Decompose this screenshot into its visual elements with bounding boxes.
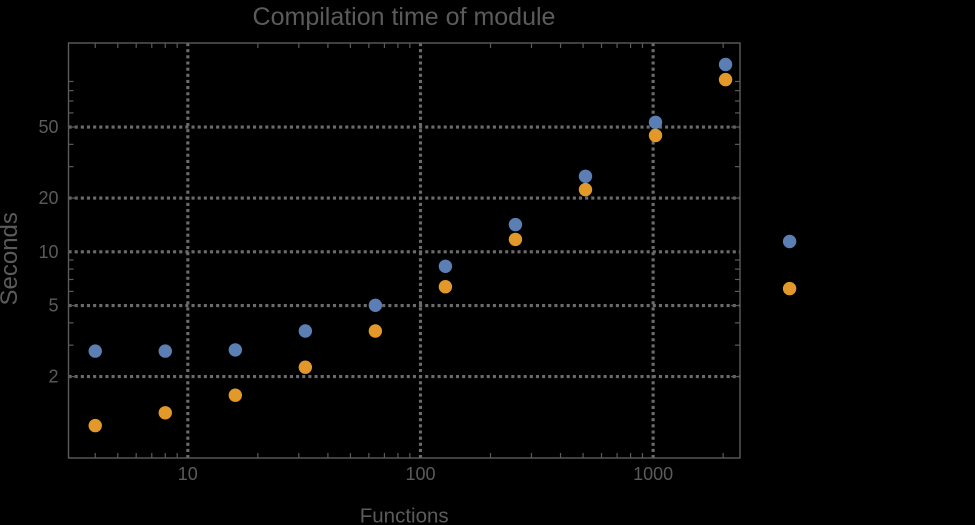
svg-text:20: 20 [38,188,58,208]
svg-text:10: 10 [178,464,198,484]
svg-text:2: 2 [48,367,58,387]
svg-text:Compilation time of module: Compilation time of module [253,3,556,31]
svg-text:5: 5 [48,296,58,316]
svg-text:Seconds: Seconds [0,212,23,305]
svg-text:100: 100 [405,464,435,484]
svg-text:1000: 1000 [633,464,673,484]
svg-text:50: 50 [38,117,58,137]
svg-text:10: 10 [38,242,58,262]
svg-text:Functions: Functions [360,505,449,525]
